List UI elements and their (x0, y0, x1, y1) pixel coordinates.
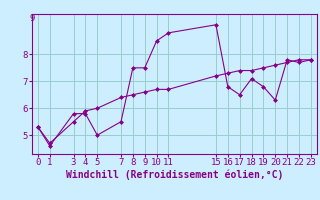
Text: 9: 9 (29, 14, 35, 23)
X-axis label: Windchill (Refroidissement éolien,°C): Windchill (Refroidissement éolien,°C) (66, 170, 283, 180)
